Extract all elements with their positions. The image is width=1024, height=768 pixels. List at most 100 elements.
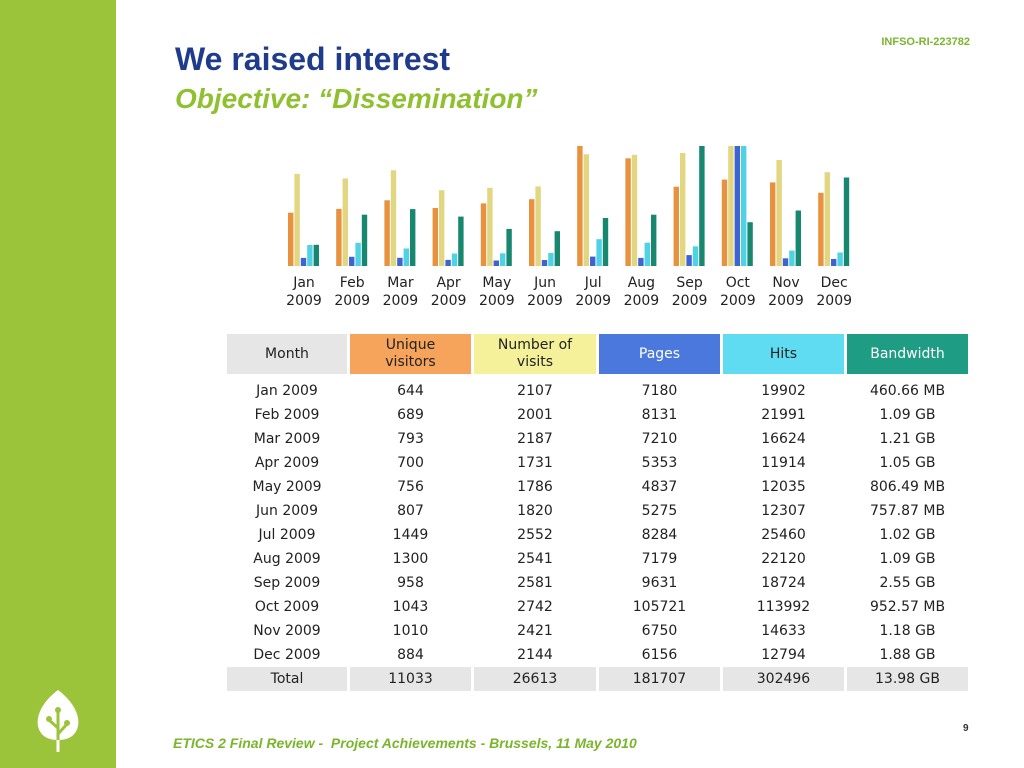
table-total-row: Total 11033 26613 181707 302496 13.98 GB (227, 667, 968, 691)
bar-bandwidth-aug (651, 214, 657, 266)
table-cell: 7210 (641, 431, 678, 447)
x-tick-label: Jan (292, 275, 315, 291)
bar-pages-apr (445, 259, 451, 266)
bar-unique-visitors-jul (577, 146, 583, 266)
table-cell: 6156 (641, 647, 678, 663)
x-tick-label: Feb (340, 275, 365, 291)
x-tick-label: 2009 (527, 293, 563, 309)
column-header: Pages (599, 334, 720, 374)
table-cell: Sep 2009 (253, 575, 321, 591)
table-cell: 700 (397, 455, 424, 471)
x-tick-label: 2009 (624, 293, 660, 309)
bar-hits-may (500, 253, 506, 266)
bar-hits-jun (548, 253, 554, 266)
stats-table: Month Unique visitors Number of visits Pages H… (224, 334, 971, 691)
table-cell: 460.66 MB (869, 383, 946, 399)
bar-bandwidth-may (506, 228, 512, 266)
bar-bandwidth-dec (843, 177, 850, 266)
table-cell: Nov 2009 (253, 623, 321, 639)
table-cell: 756 (397, 479, 424, 495)
table-row: Jul 2009 1449 2552 8284 25460 1.02 GB (227, 523, 968, 547)
table-row: Sep 2009 958 2581 9631 18724 2.55 GB (227, 571, 968, 595)
x-tick-label: 2009 (672, 293, 708, 309)
bar-unique-visitors-apr (432, 208, 438, 266)
bar-number-of-visits-feb (342, 178, 348, 266)
bar-pages-nov (782, 258, 789, 266)
table-cell: 11914 (761, 455, 806, 471)
x-tick-label: 2009 (286, 293, 322, 309)
bar-bandwidth-feb (361, 214, 368, 266)
table-cell: 105721 (632, 599, 687, 615)
table-cell: May 2009 (252, 479, 322, 495)
table-cell: Aug 2009 (253, 551, 321, 567)
column-header: Unique visitors (350, 334, 471, 374)
bar-unique-visitors-oct (721, 179, 728, 266)
bar-unique-visitors-feb (336, 208, 342, 266)
table-cell: 806.49 MB (869, 479, 946, 495)
table-cell: 26613 (474, 667, 596, 691)
table-cell: 793 (397, 431, 424, 447)
slide-subtitle: Objective: “Dissemination” (175, 83, 538, 114)
table-cell: 1786 (517, 479, 553, 495)
bar-pages-jul (590, 256, 596, 266)
table-header-row: Month Unique visitors Number of visits Pages H… (227, 334, 968, 374)
bar-pages-oct (734, 146, 740, 266)
table-cell: 12307 (761, 503, 806, 519)
table-cell: 1300 (392, 551, 429, 567)
x-tick-label: May (482, 275, 511, 291)
table-cell: 4837 (641, 479, 678, 495)
bar-hits-apr (451, 253, 458, 266)
bar-unique-visitors-aug (625, 158, 631, 266)
table-cell: 6750 (641, 623, 678, 639)
bar-pages-dec (831, 259, 837, 266)
bar-pages-jun (541, 260, 548, 266)
bar-hits-feb (355, 242, 361, 266)
bar-number-of-visits-mar (390, 170, 397, 266)
bar-bandwidth-sep (699, 146, 705, 266)
bar-pages-feb (349, 256, 355, 266)
x-tick-label: Aug (628, 275, 655, 291)
bar-pages-aug (638, 257, 644, 266)
bar-number-of-visits-sep (680, 153, 686, 266)
bar-number-of-visits-apr (439, 190, 445, 266)
table-cell: Total (227, 667, 347, 691)
x-tick-label: Mar (387, 275, 414, 291)
bar-number-of-visits-jul (583, 154, 589, 266)
table-cell: 8284 (641, 527, 678, 543)
x-tick-label: Sep (676, 275, 703, 291)
bar-hits-nov (789, 250, 795, 266)
table-cell: 1.18 GB (879, 623, 936, 639)
table-cell: 1820 (517, 503, 553, 519)
table-cell: 18724 (761, 575, 806, 591)
bar-number-of-visits-dec (824, 172, 830, 266)
x-tick-label: Oct (726, 275, 751, 291)
project-id: INFSO-RI-223782 (881, 36, 970, 48)
table-cell: 22120 (761, 551, 806, 567)
table-cell: 807 (397, 503, 424, 519)
table-cell: 21991 (761, 407, 806, 423)
table-cell: 13.98 GB (847, 667, 968, 691)
table-cell: 1.88 GB (879, 647, 936, 663)
table-cell: Apr 2009 (254, 455, 320, 471)
bar-pages-mar (397, 257, 403, 266)
table-cell: Jul 2009 (258, 527, 316, 543)
table-row: Jan 2009 644 2107 7180 19902 460.66 MB (227, 379, 968, 403)
table-cell: 181707 (599, 667, 720, 691)
table-cell: Dec 2009 (253, 647, 321, 663)
table-row: Jun 2009 807 1820 5275 12307 757.87 MB (227, 499, 968, 523)
table-cell: 16624 (761, 431, 806, 447)
bar-number-of-visits-oct (728, 146, 734, 266)
table-cell: 1010 (392, 623, 429, 639)
bar-pages-jan (300, 257, 307, 266)
table-cell: 2581 (517, 575, 553, 591)
table-cell: 113992 (756, 599, 811, 615)
table-row: Oct 2009 1043 2742 105721 113992 952.57 MB (227, 595, 968, 619)
table-cell: 12035 (761, 479, 806, 495)
x-tick-label: 2009 (479, 293, 515, 309)
table-cell: 958 (397, 575, 424, 591)
table-cell: 12794 (761, 647, 806, 663)
table-cell: 644 (397, 383, 424, 399)
table-cell: 1.05 GB (879, 455, 936, 471)
bar-number-of-visits-may (487, 187, 493, 266)
table-cell: Mar 2009 (253, 431, 321, 447)
